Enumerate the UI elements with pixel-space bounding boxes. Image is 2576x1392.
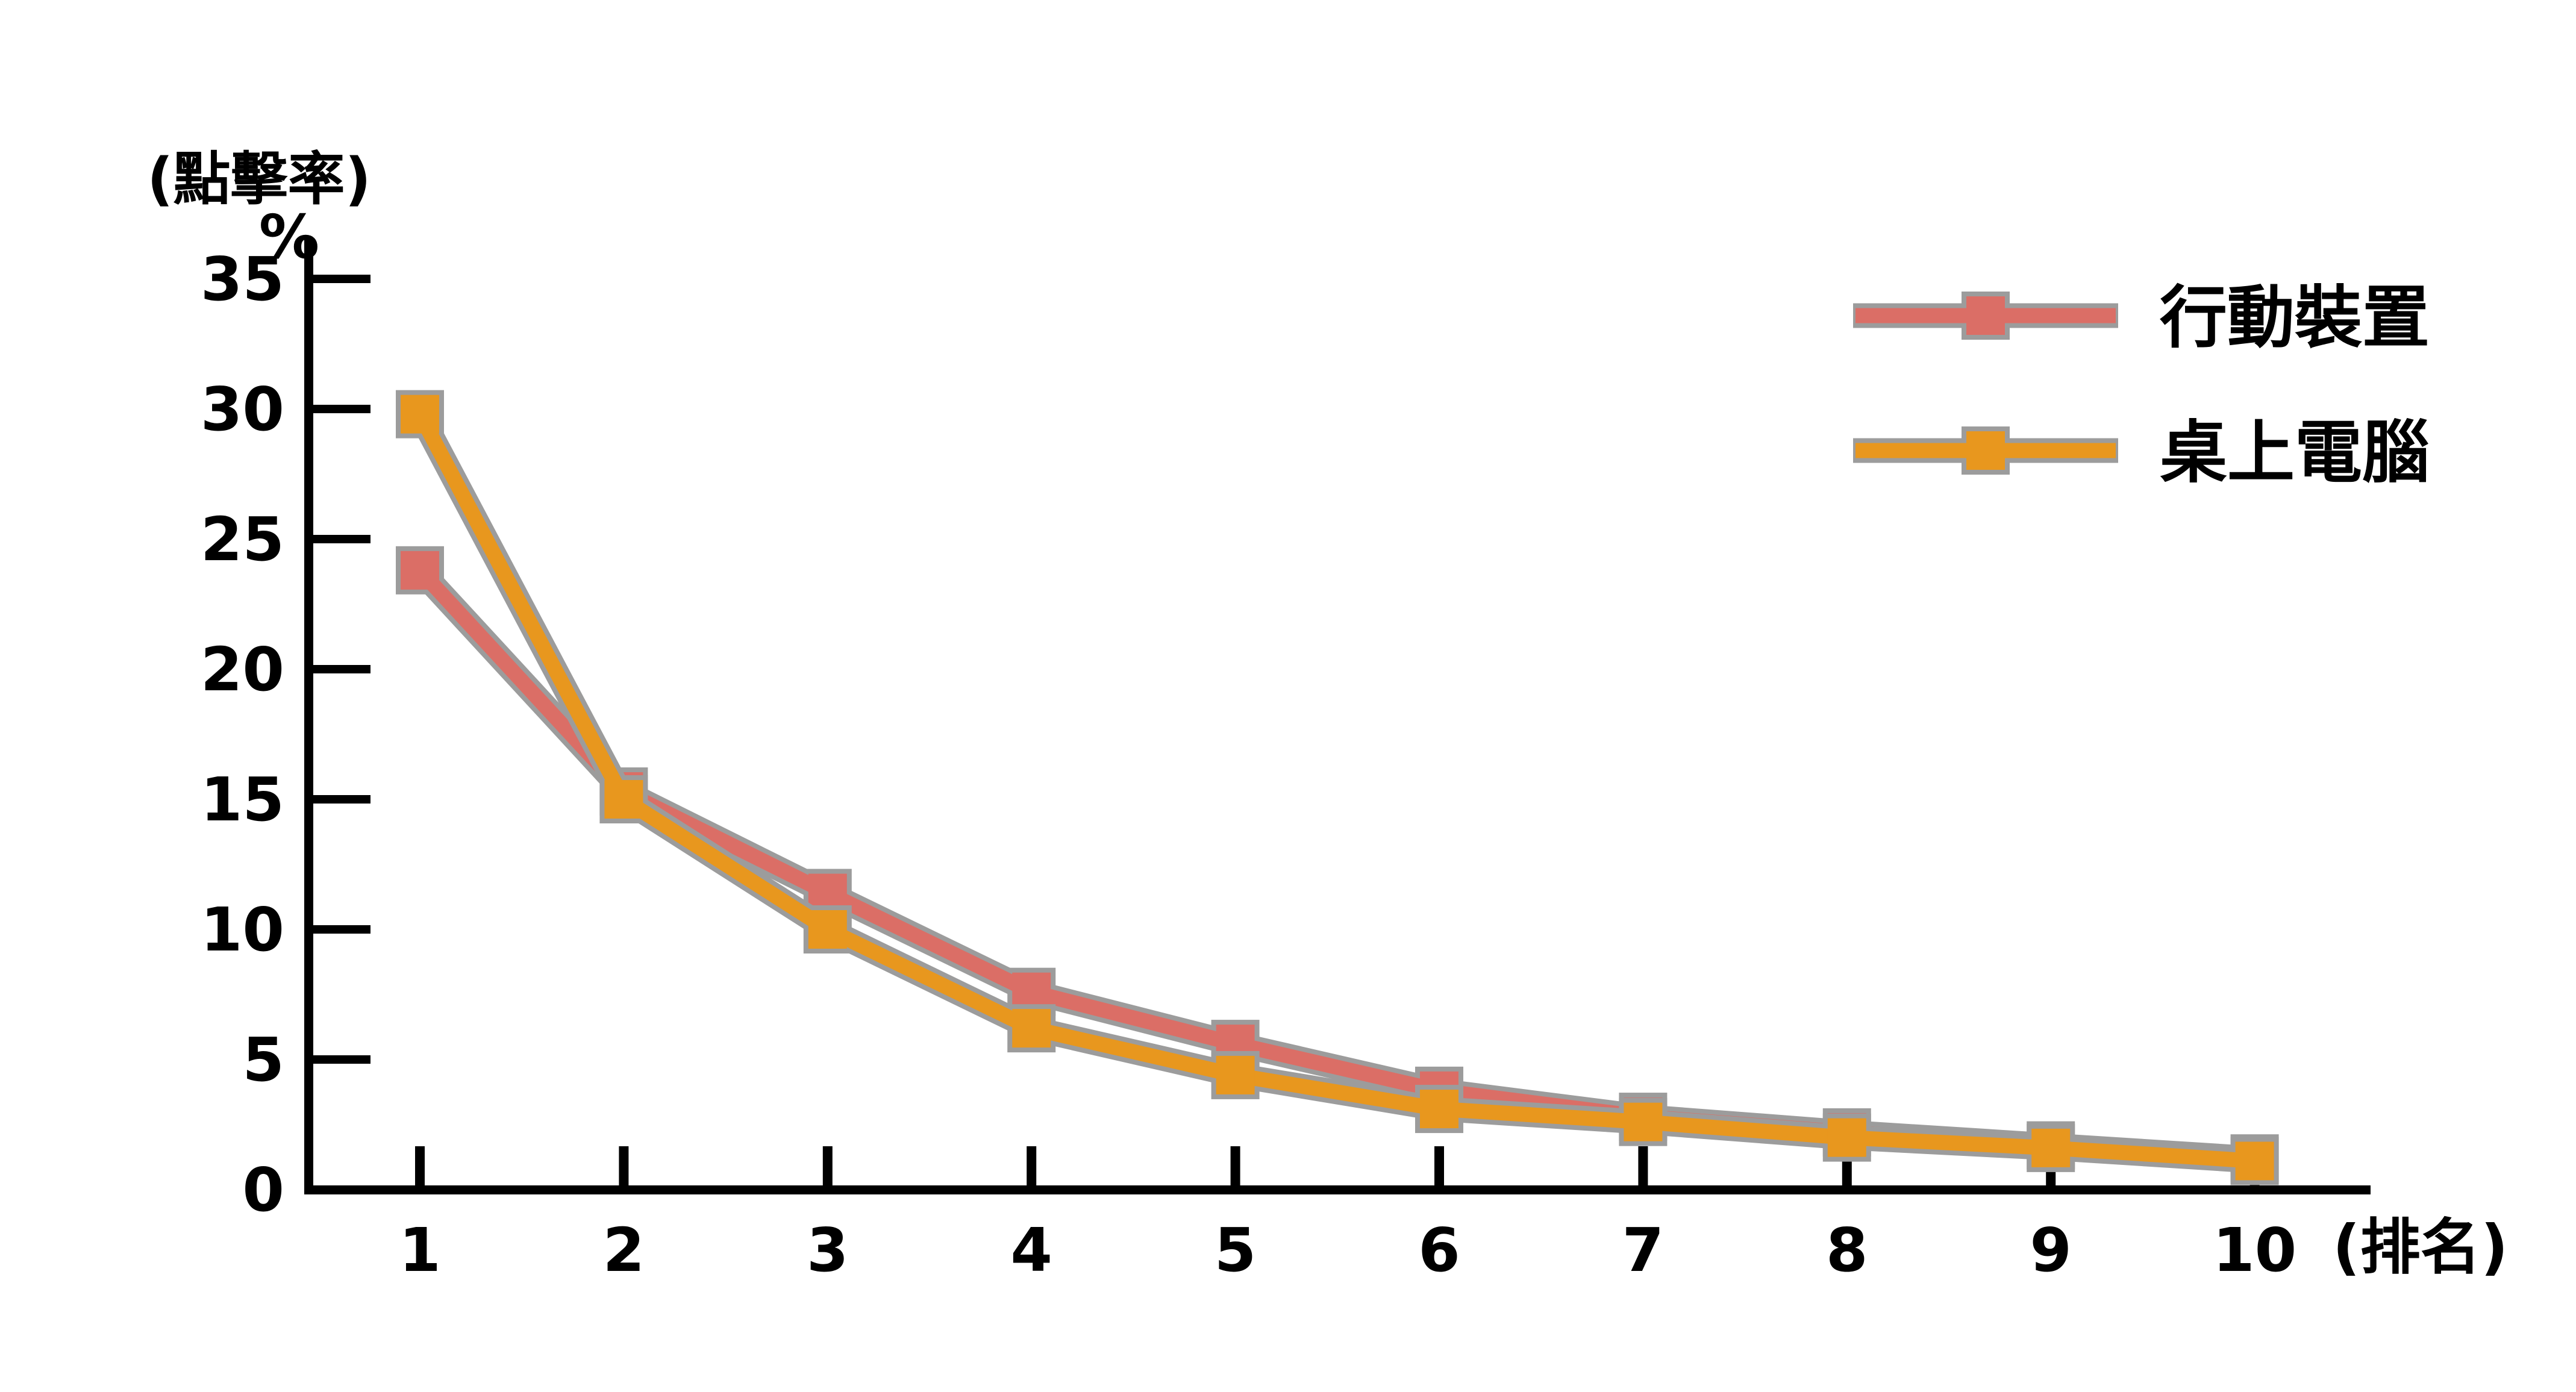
y-axis-tick xyxy=(304,275,370,283)
data-point-marker-desktop-rank-9 xyxy=(2031,1128,2071,1167)
y-axis-tick-label: 20 xyxy=(201,634,284,705)
y-axis-tick xyxy=(304,665,370,673)
data-point-marker-mobile-rank-1 xyxy=(401,551,439,590)
data-point-marker-desktop-rank-4 xyxy=(1012,1009,1051,1048)
data-point-marker-desktop-rank-8 xyxy=(1827,1118,1866,1157)
x-axis-tick-label: 7 xyxy=(1622,1215,1665,1285)
data-point-marker-desktop-rank-5 xyxy=(1216,1055,1255,1094)
x-axis-tick xyxy=(1230,1146,1240,1185)
x-axis-tick-label: 6 xyxy=(1418,1215,1460,1285)
legend-marker-desktop xyxy=(1966,431,2005,470)
legend-label-desktop: 桌上電腦 xyxy=(2160,414,2430,492)
series-line-outline-desktop xyxy=(408,408,2256,1173)
x-axis-title: (排名) xyxy=(2333,1212,2508,1282)
y-axis-tick-label: 0 xyxy=(242,1155,284,1225)
y-axis-tick xyxy=(304,1055,370,1064)
y-axis-tick xyxy=(304,405,370,413)
y-axis-tick xyxy=(304,535,370,543)
y-axis-tick-label: 15 xyxy=(201,764,284,835)
x-axis-tick xyxy=(1027,1146,1037,1185)
x-axis-line xyxy=(304,1185,2371,1194)
y-axis-unit-label: % xyxy=(259,202,319,272)
x-axis-tick xyxy=(822,1146,833,1185)
data-point-marker-desktop-rank-1 xyxy=(401,395,439,434)
y-axis-tick-label: 35 xyxy=(201,244,284,314)
x-axis-tick-label: 8 xyxy=(1826,1215,1868,1285)
series-plot-area xyxy=(396,390,2279,1185)
legend-label-mobile: 行動裝置 xyxy=(2160,279,2430,357)
y-axis-tick-label: 30 xyxy=(201,374,284,445)
data-point-marker-desktop-rank-7 xyxy=(1624,1102,1663,1141)
legend-item-desktop: 桌上電腦 xyxy=(1853,414,2430,492)
x-axis-tick xyxy=(1434,1146,1444,1185)
x-axis-tick-label: 3 xyxy=(807,1215,849,1285)
x-axis-tick-label: 5 xyxy=(1215,1215,1257,1285)
x-axis-tick-label: 4 xyxy=(1010,1215,1052,1285)
x-axis-tick-label: 1 xyxy=(399,1215,441,1285)
data-point-marker-desktop-rank-2 xyxy=(604,780,643,819)
y-axis-tick-labels: 0 5 10 15 20 25 30 35 xyxy=(201,244,284,1225)
series-line-desktop xyxy=(413,410,2256,1169)
x-axis-tick-label: 2 xyxy=(603,1215,645,1285)
x-axis-tick xyxy=(415,1146,425,1185)
y-axis-tick-label: 10 xyxy=(201,894,284,965)
y-axis-tick-label: 25 xyxy=(201,504,284,575)
series-desktop xyxy=(396,390,2279,1185)
x-axis-tick xyxy=(619,1146,629,1185)
legend-marker-mobile xyxy=(1966,296,2005,335)
y-axis-tick xyxy=(304,795,370,804)
data-point-marker-desktop-rank-3 xyxy=(808,910,847,949)
legend-item-mobile: 行動裝置 xyxy=(1853,279,2430,357)
series-line-mobile xyxy=(414,565,2256,1166)
x-axis-tick-labels: 1 2 3 4 5 6 7 8 9 10 xyxy=(399,1215,2296,1285)
data-point-marker-desktop-rank-6 xyxy=(1420,1090,1458,1129)
y-axis-line xyxy=(304,238,313,1194)
x-axis-tick-label: 9 xyxy=(2030,1215,2072,1285)
y-axis-title: (點擊率) xyxy=(147,146,371,213)
y-axis-ticks xyxy=(304,275,370,1194)
axes: 0 5 10 15 20 25 30 35 1 2 3 4 5 6 7 8 9 10 xyxy=(201,238,2371,1285)
data-point-marker-desktop-rank-10 xyxy=(2235,1141,2274,1181)
y-axis-tick xyxy=(304,925,370,934)
x-axis-tick-label: 10 xyxy=(2213,1215,2296,1285)
x-axis-tick xyxy=(1638,1146,1648,1185)
y-axis-tick-label: 5 xyxy=(242,1025,284,1095)
y-axis-tick xyxy=(304,1185,370,1194)
